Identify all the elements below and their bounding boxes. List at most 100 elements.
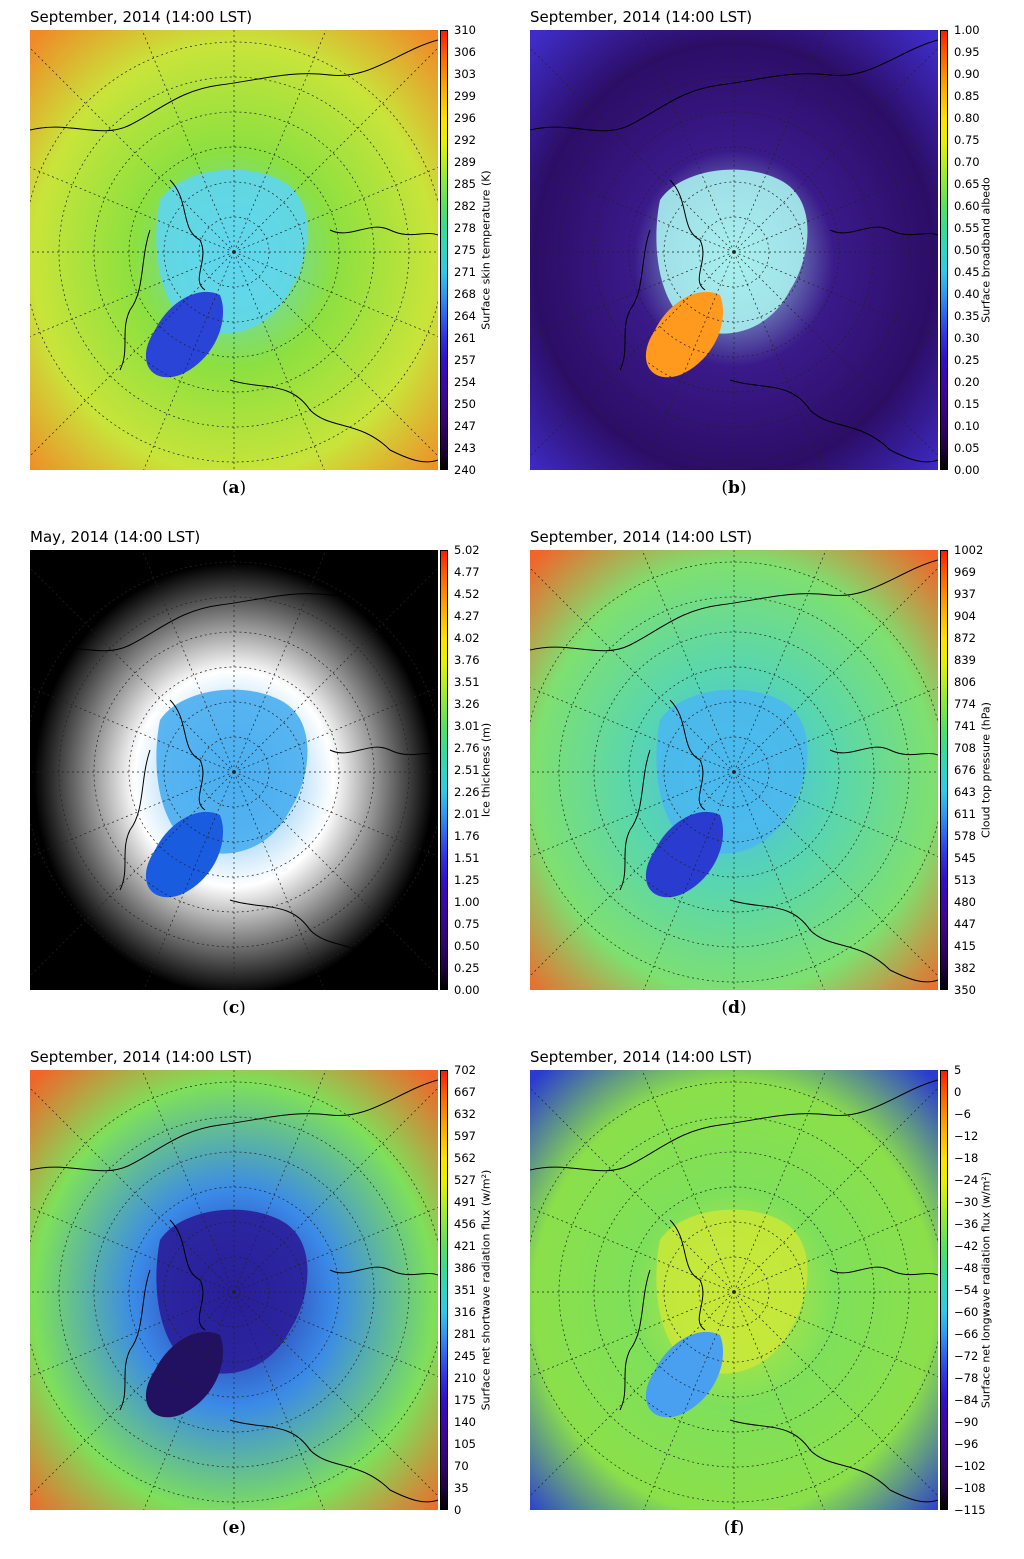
- colorbar-tick-label: 480: [954, 895, 976, 909]
- panel-letter: f: [730, 1518, 738, 1538]
- colorbar: [440, 550, 448, 990]
- colorbar-tick-label: 245: [454, 1349, 476, 1363]
- colorbar-ticks: 1.00 0.95 0.90 0.85 0.80 0.75 0.70 0.65 0.60 0.55…: [954, 24, 994, 476]
- colorbar-tick-label: 667: [454, 1085, 476, 1099]
- colorbar-tick-label: −84: [954, 1393, 979, 1407]
- colorbar-tick-label: 545: [954, 851, 976, 865]
- colorbar: [940, 550, 948, 990]
- colorbar-tick-label: 0.65: [954, 177, 980, 191]
- colorbar-tick-label: 257: [454, 353, 476, 367]
- colorbar-tick-label: −60: [954, 1305, 979, 1319]
- colorbar-tick-label: 3.51: [454, 675, 480, 689]
- panel-letter: e: [228, 1518, 240, 1538]
- colorbar-tick-label: 4.77: [454, 565, 480, 579]
- colorbar-tick-label: 70: [454, 1459, 469, 1473]
- colorbar-tick-label: 2.76: [454, 741, 480, 755]
- colorbar: [440, 1070, 448, 1510]
- colorbar-tick-label: 578: [954, 829, 976, 843]
- colorbar-tick-label: 597: [454, 1129, 476, 1143]
- panel-d: September, 2014 (14:00 LST) 1002 969 937 904…: [530, 528, 1000, 1028]
- colorbar-tick-label: −24: [954, 1173, 979, 1187]
- panel-title: September, 2014 (14:00 LST): [530, 528, 753, 546]
- colorbar-tick-label: −72: [954, 1349, 979, 1363]
- colorbar-tick-label: 0.40: [954, 287, 980, 301]
- colorbar-tick-label: 1.00: [454, 895, 480, 909]
- colorbar-tick-label: 275: [454, 243, 476, 257]
- colorbar-tick-label: −115: [954, 1503, 986, 1517]
- colorbar-tick-label: 0.05: [954, 441, 980, 455]
- colorbar-tick-label: −66: [954, 1327, 979, 1341]
- panel-caption: (c): [222, 998, 246, 1018]
- colorbar-tick-label: 299: [454, 89, 476, 103]
- colorbar-tick-label: 175: [454, 1393, 476, 1407]
- colorbar-ticks: 310 306 303 299 296 292 289 285 282 278 275 271 268 2…: [454, 24, 494, 476]
- colorbar-tick-label: 741: [954, 719, 976, 733]
- colorbar-tick-label: 282: [454, 199, 476, 213]
- colorbar-tick-label: 243: [454, 441, 476, 455]
- panel-title: September, 2014 (14:00 LST): [530, 8, 753, 26]
- colorbar-ticks: 1002 969 937 904 872 839 806 774 741 708 676 643 611…: [954, 544, 994, 996]
- colorbar-tick-label: 513: [954, 873, 976, 887]
- colorbar-tick-label: 3.76: [454, 653, 480, 667]
- colorbar-tick-label: 969: [954, 565, 976, 579]
- colorbar-label: Surface net shortwave radiation flux (w/…: [479, 1169, 493, 1411]
- panel-a: September, 2014 (14:00 LST) 310 306 303 299 2…: [30, 8, 500, 508]
- colorbar: [940, 1070, 948, 1510]
- colorbar-tick-label: 562: [454, 1151, 476, 1165]
- colorbar-tick-label: 3.01: [454, 719, 480, 733]
- colorbar-tick-label: −36: [954, 1217, 979, 1231]
- colorbar-tick-label: −6: [954, 1107, 971, 1121]
- colorbar-tick-label: 271: [454, 265, 476, 279]
- colorbar-tick-label: 382: [954, 961, 976, 975]
- colorbar-tick-label: −102: [954, 1459, 986, 1473]
- panel-title: September, 2014 (14:00 LST): [30, 1048, 253, 1066]
- colorbar-ticks: 5.02 4.77 4.52 4.27 4.02 3.76 3.51 3.26 3.01 2.76…: [454, 544, 494, 996]
- panel-c: May, 2014 (14:00 LST) 5.02 4.77 4.52 4.27 4.0…: [30, 528, 500, 1028]
- colorbar-tick-label: 351: [454, 1283, 476, 1297]
- colorbar-label: Cloud top pressure (hPa): [979, 702, 993, 838]
- colorbar-tick-label: 0.45: [954, 265, 980, 279]
- colorbar-tick-label: 774: [954, 697, 976, 711]
- colorbar: [440, 30, 448, 470]
- colorbar-tick-label: 140: [454, 1415, 476, 1429]
- colorbar-tick-label: 250: [454, 397, 476, 411]
- panel-title: September, 2014 (14:00 LST): [530, 1048, 753, 1066]
- colorbar-tick-label: 1.76: [454, 829, 480, 843]
- polar-map: [530, 30, 938, 470]
- colorbar-tick-label: 303: [454, 67, 476, 81]
- colorbar-tick-label: 0.50: [454, 939, 480, 953]
- colorbar-tick-label: 2.01: [454, 807, 480, 821]
- colorbar-tick-label: 386: [454, 1261, 476, 1275]
- colorbar-tick-label: 3.26: [454, 697, 480, 711]
- panel-caption: (d): [721, 998, 747, 1018]
- colorbar-tick-label: 632: [454, 1107, 476, 1121]
- polar-map: [30, 1070, 438, 1510]
- colorbar-tick-label: 0.85: [954, 89, 980, 103]
- colorbar-tick-label: 0.50: [954, 243, 980, 257]
- colorbar-tick-label: 676: [954, 763, 976, 777]
- panel-f: September, 2014 (14:00 LST) 5 0 −6 −12 −18 −24…: [530, 1048, 1000, 1548]
- colorbar-tick-label: 421: [454, 1239, 476, 1253]
- colorbar-tick-label: 0.30: [954, 331, 980, 345]
- colorbar-tick-label: 306: [454, 45, 476, 59]
- colorbar-tick-label: 240: [454, 463, 476, 477]
- colorbar-tick-label: 278: [454, 221, 476, 235]
- colorbar-tick-label: −96: [954, 1437, 979, 1451]
- colorbar-tick-label: 0.90: [954, 67, 980, 81]
- colorbar-tick-label: 261: [454, 331, 476, 345]
- colorbar-label: Surface net longwave radiation flux (w/m…: [979, 1171, 993, 1409]
- colorbar-tick-label: 4.52: [454, 587, 480, 601]
- panel-caption: (b): [721, 478, 747, 498]
- colorbar-tick-label: 247: [454, 419, 476, 433]
- panel-title: May, 2014 (14:00 LST): [30, 528, 201, 546]
- colorbar-tick-label: 491: [454, 1195, 476, 1209]
- colorbar-tick-label: 456: [454, 1217, 476, 1231]
- colorbar-tick-label: −30: [954, 1195, 979, 1209]
- colorbar-tick-label: 316: [454, 1305, 476, 1319]
- colorbar-label: Ice thickness (m): [479, 722, 493, 818]
- colorbar-tick-label: −42: [954, 1239, 979, 1253]
- colorbar-tick-label: 285: [454, 177, 476, 191]
- colorbar-tick-label: 937: [954, 587, 976, 601]
- polar-map: [530, 550, 938, 990]
- colorbar-tick-label: 35: [454, 1481, 469, 1495]
